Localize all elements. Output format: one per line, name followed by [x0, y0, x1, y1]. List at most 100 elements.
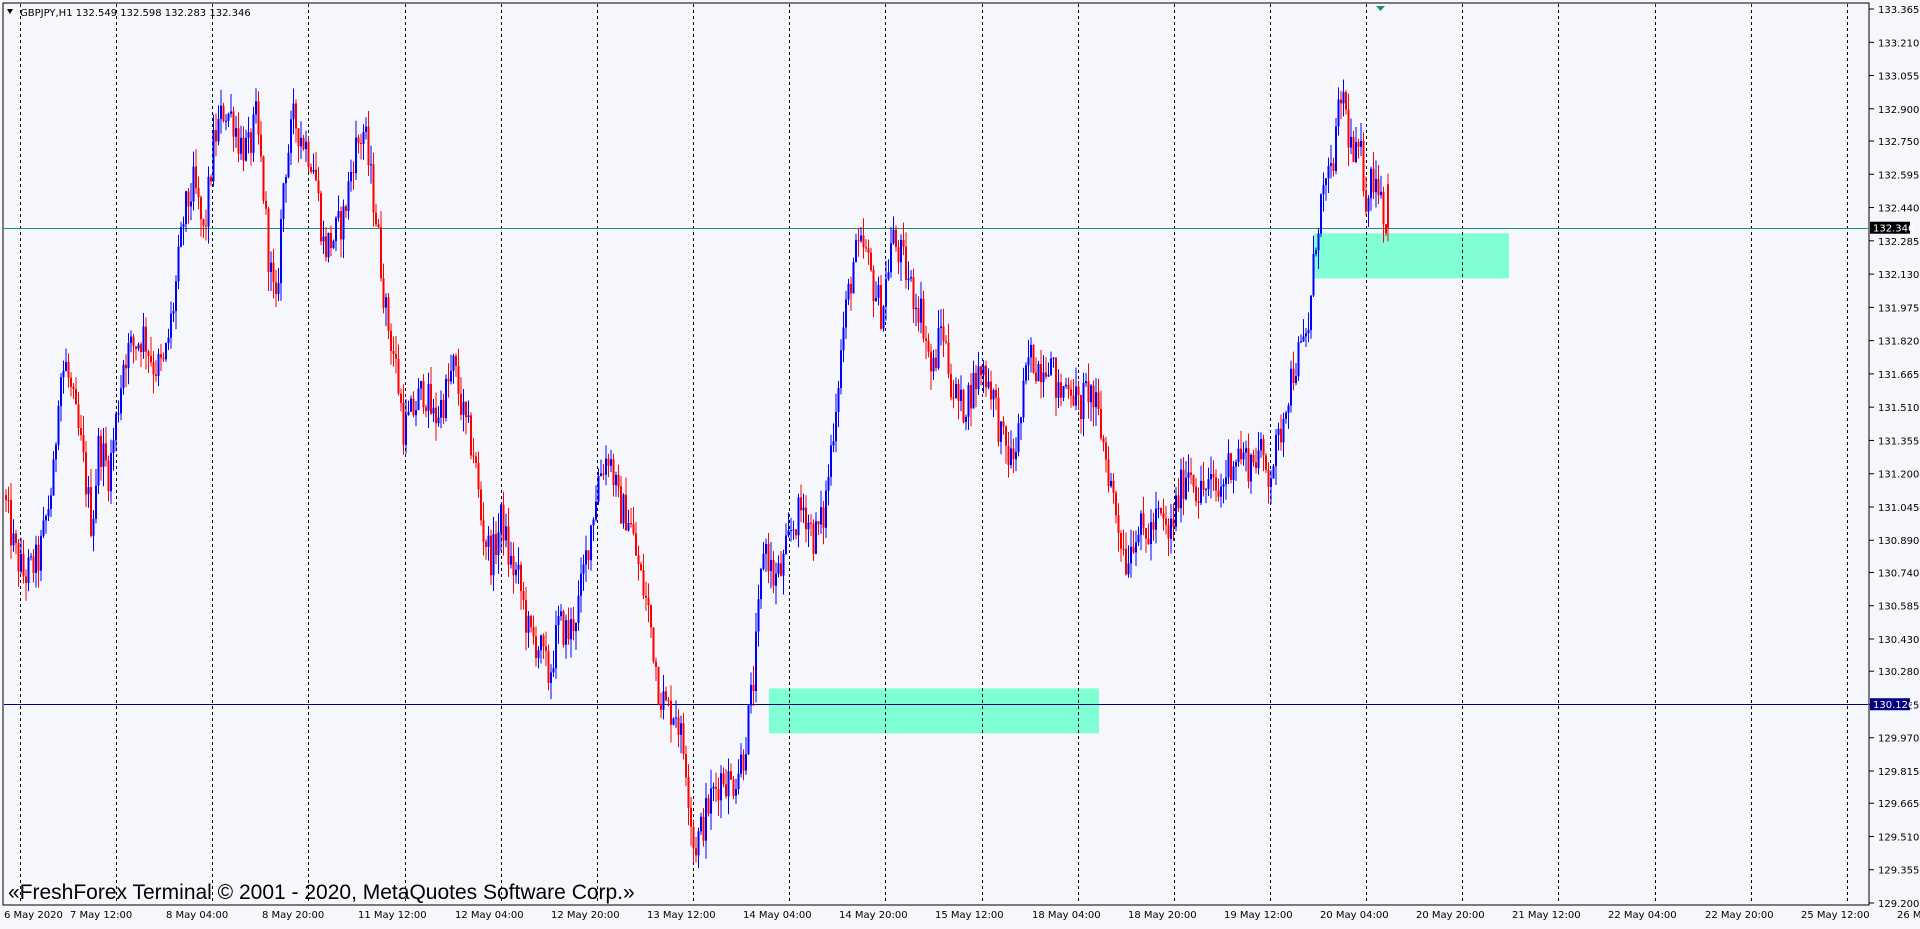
candle-bear: [1215, 477, 1217, 491]
candle-bull: [290, 119, 292, 153]
candle-bull: [55, 444, 57, 460]
candle-bear: [617, 474, 620, 487]
candle-bear: [477, 462, 480, 490]
candle-bull: [102, 443, 105, 467]
candle-bull: [1052, 357, 1055, 359]
price-tick-label: 133.055: [1878, 72, 1919, 83]
candle-bear: [90, 487, 92, 536]
time-label: 8 May 20:00: [262, 910, 324, 921]
candle-bull: [737, 773, 740, 790]
candle-bull: [1010, 448, 1012, 466]
candle-bull: [332, 240, 335, 249]
candle-bull: [122, 364, 125, 389]
candle-bear: [902, 239, 905, 247]
candle-bull: [790, 530, 792, 532]
candle-bull: [57, 405, 60, 445]
candle-bull: [747, 705, 750, 755]
candle-bull: [1257, 450, 1260, 469]
candle-bull: [577, 595, 580, 623]
candle-bull: [1022, 380, 1025, 418]
candle-bull: [1310, 295, 1312, 330]
candle-bull: [180, 227, 182, 247]
candle-bull: [322, 236, 325, 242]
candle-bear: [502, 504, 505, 541]
candle-bear: [985, 365, 987, 388]
candle-bull: [555, 625, 557, 669]
candle-bull: [1290, 368, 1292, 406]
candle-bear: [1002, 421, 1005, 427]
candle-bull: [1025, 365, 1027, 381]
candle-bull: [852, 261, 855, 294]
candle-bull: [252, 114, 255, 153]
candle-bull: [1140, 513, 1142, 535]
candle-bear: [330, 232, 332, 249]
candle-bull: [1020, 417, 1022, 424]
candle-bull: [847, 283, 850, 300]
candle-bull: [982, 365, 985, 376]
candle-bull: [362, 131, 365, 144]
candle-bull: [182, 224, 185, 228]
candle-bull: [1315, 250, 1317, 254]
candle-bear: [660, 703, 662, 710]
candle-bull: [1015, 452, 1017, 460]
zone-rect-2[interactable]: [1314, 233, 1509, 279]
candle-bear: [150, 355, 152, 363]
price-tick-label: 129.665: [1878, 799, 1919, 810]
candle-bear: [1280, 428, 1282, 443]
candle-bear: [475, 456, 477, 463]
candle-bull: [1050, 358, 1052, 375]
candle-bull: [327, 232, 330, 258]
candle-bull: [350, 172, 352, 182]
candle-bull: [705, 798, 707, 841]
candle-bull: [875, 297, 877, 302]
candle-bear: [667, 700, 670, 702]
candle-bear: [77, 404, 80, 429]
price-tick-label: 131.665: [1878, 370, 1919, 381]
candle-bull: [835, 411, 837, 442]
candle-bear: [507, 526, 510, 565]
candle-bull: [1320, 194, 1322, 234]
candle-bear: [395, 353, 397, 359]
zone-rect-1[interactable]: [769, 688, 1099, 734]
candle-bull: [552, 668, 555, 673]
candle-bull: [1270, 478, 1272, 487]
candle-bull: [775, 573, 777, 586]
candle-bear: [495, 534, 497, 556]
candle-bear: [1357, 142, 1360, 147]
shift-marker-icon[interactable]: [1376, 6, 1385, 11]
candle-bear: [397, 358, 400, 394]
candle-bull: [50, 495, 52, 510]
candle-bull: [845, 299, 847, 328]
candle-bear: [945, 341, 947, 343]
candle-bear: [692, 826, 695, 849]
candle-bear: [725, 784, 727, 797]
candle-bull: [142, 326, 145, 353]
dropdown-triangle-icon[interactable]: [7, 9, 13, 14]
candle-bear: [267, 208, 270, 273]
candle-bear: [512, 555, 515, 576]
candle-bear: [995, 389, 997, 398]
candle-bear: [1362, 140, 1365, 192]
candle-bear: [1120, 533, 1122, 549]
candle-bull: [735, 789, 737, 796]
candle-bull: [1355, 142, 1357, 162]
candle-bull: [365, 126, 367, 132]
candle-bull: [1237, 448, 1240, 463]
candle-bull: [965, 416, 967, 423]
candle-bear: [425, 407, 427, 411]
candle-bear: [457, 365, 460, 394]
candle-bear: [10, 500, 12, 546]
candle-bear: [132, 336, 135, 347]
candle-bull: [745, 754, 747, 771]
candle-bull: [1042, 372, 1045, 383]
candle-bull: [170, 313, 172, 338]
candle-bear: [912, 277, 915, 310]
candle-bear: [1160, 507, 1162, 514]
candle-bear: [222, 105, 225, 122]
candle-bear: [1347, 109, 1350, 148]
candle-bull: [417, 388, 420, 411]
candle-bear: [107, 460, 110, 492]
candle-bear: [645, 595, 647, 598]
